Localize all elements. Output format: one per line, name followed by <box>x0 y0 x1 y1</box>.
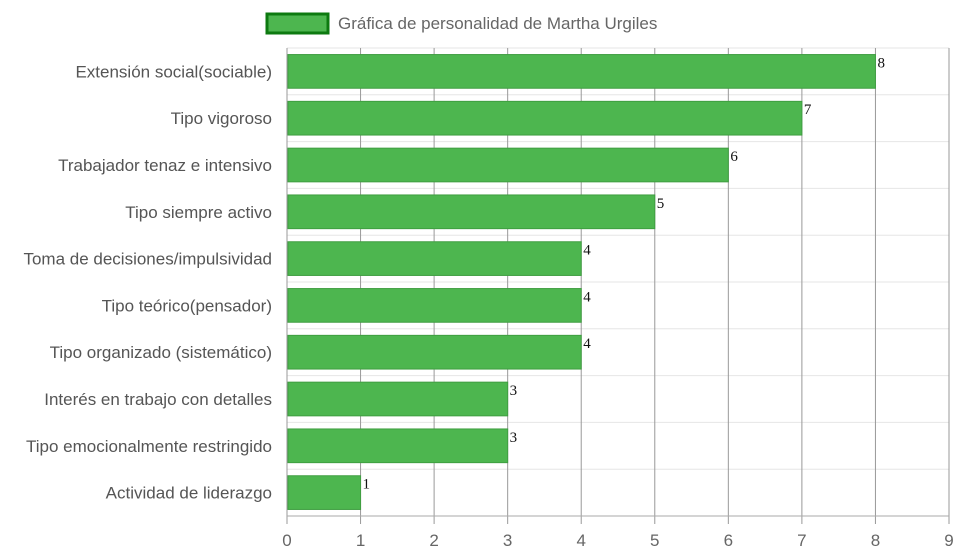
bars <box>287 54 876 510</box>
labels: 0 1 2 3 4 5 6 7 8 9 Extensión social(sociable) 8 Tip… <box>23 55 953 550</box>
x-tick-label: 0 <box>282 531 291 550</box>
y-tick-label: Tipo organizado (sistemático) <box>50 343 272 362</box>
data-label: 6 <box>730 149 738 165</box>
data-label: 4 <box>583 243 591 259</box>
y-tick-label: Tipo teórico(pensador) <box>102 296 272 315</box>
x-tick-label: 6 <box>724 531 733 550</box>
bar[interactable] <box>287 288 582 323</box>
bar[interactable] <box>287 334 582 370</box>
bar[interactable] <box>287 381 509 417</box>
legend-swatch <box>265 12 330 35</box>
bar[interactable] <box>287 475 362 510</box>
y-tick-label: Tipo emocionalmente restringido <box>26 437 272 456</box>
data-label: 7 <box>804 102 812 118</box>
legend-label: Gráfica de personalidad de Martha Urgile… <box>338 14 657 33</box>
y-tick-label: Tipo vigoroso <box>171 109 272 128</box>
data-label: 5 <box>657 196 665 212</box>
y-tick-label: Toma de decisiones/impulsividad <box>23 250 272 269</box>
y-tick-label: Actividad de liderazgo <box>106 484 272 503</box>
data-label: 3 <box>510 383 517 399</box>
bar[interactable] <box>287 241 582 276</box>
bar[interactable] <box>287 100 803 136</box>
x-tick-label: 2 <box>429 531 438 550</box>
data-label: 8 <box>877 55 885 71</box>
x-tick-label: 8 <box>871 531 880 550</box>
bar[interactable] <box>287 194 656 230</box>
y-tick-label: Interés en trabajo con detalles <box>44 390 272 409</box>
data-label: 4 <box>583 289 591 305</box>
x-tick-label: 4 <box>576 531 585 550</box>
data-label: 4 <box>583 336 591 352</box>
data-label: 1 <box>363 477 371 493</box>
y-tick-label: Extensión social(sociable) <box>75 62 272 81</box>
x-tick-label: 5 <box>650 531 659 550</box>
bar[interactable] <box>287 147 729 183</box>
y-tick-label: Tipo siempre activo <box>125 203 272 222</box>
x-tick-label: 1 <box>356 531 365 550</box>
x-tick-label: 7 <box>797 531 806 550</box>
legend[interactable]: Gráfica de personalidad de Martha Urgile… <box>265 12 657 35</box>
x-tick-label: 9 <box>944 531 953 550</box>
y-tick-label: Trabajador tenaz e intensivo <box>58 156 272 175</box>
bar[interactable] <box>287 428 509 464</box>
x-tick-label: 3 <box>503 531 512 550</box>
bar[interactable] <box>287 54 876 89</box>
data-label: 3 <box>510 430 517 446</box>
